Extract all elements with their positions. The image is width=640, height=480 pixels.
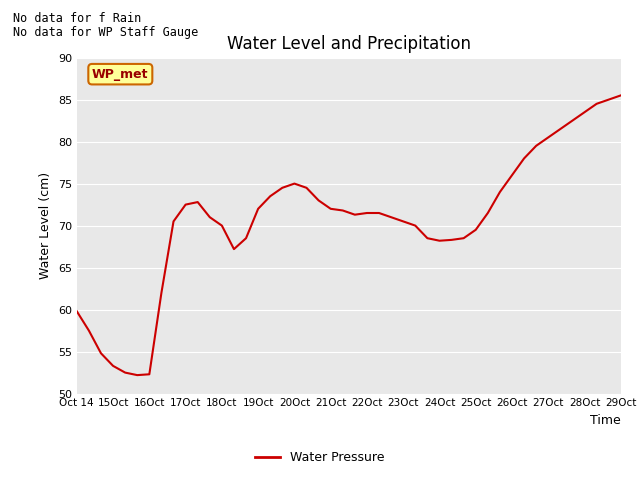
X-axis label: Time: Time bbox=[590, 414, 621, 427]
Text: No data for WP Staff Gauge: No data for WP Staff Gauge bbox=[13, 26, 198, 39]
Legend: Water Pressure: Water Pressure bbox=[250, 446, 390, 469]
Title: Water Level and Precipitation: Water Level and Precipitation bbox=[227, 35, 471, 53]
Text: No data for f Rain: No data for f Rain bbox=[13, 12, 141, 25]
Text: WP_met: WP_met bbox=[92, 68, 148, 81]
Y-axis label: Water Level (cm): Water Level (cm) bbox=[39, 172, 52, 279]
